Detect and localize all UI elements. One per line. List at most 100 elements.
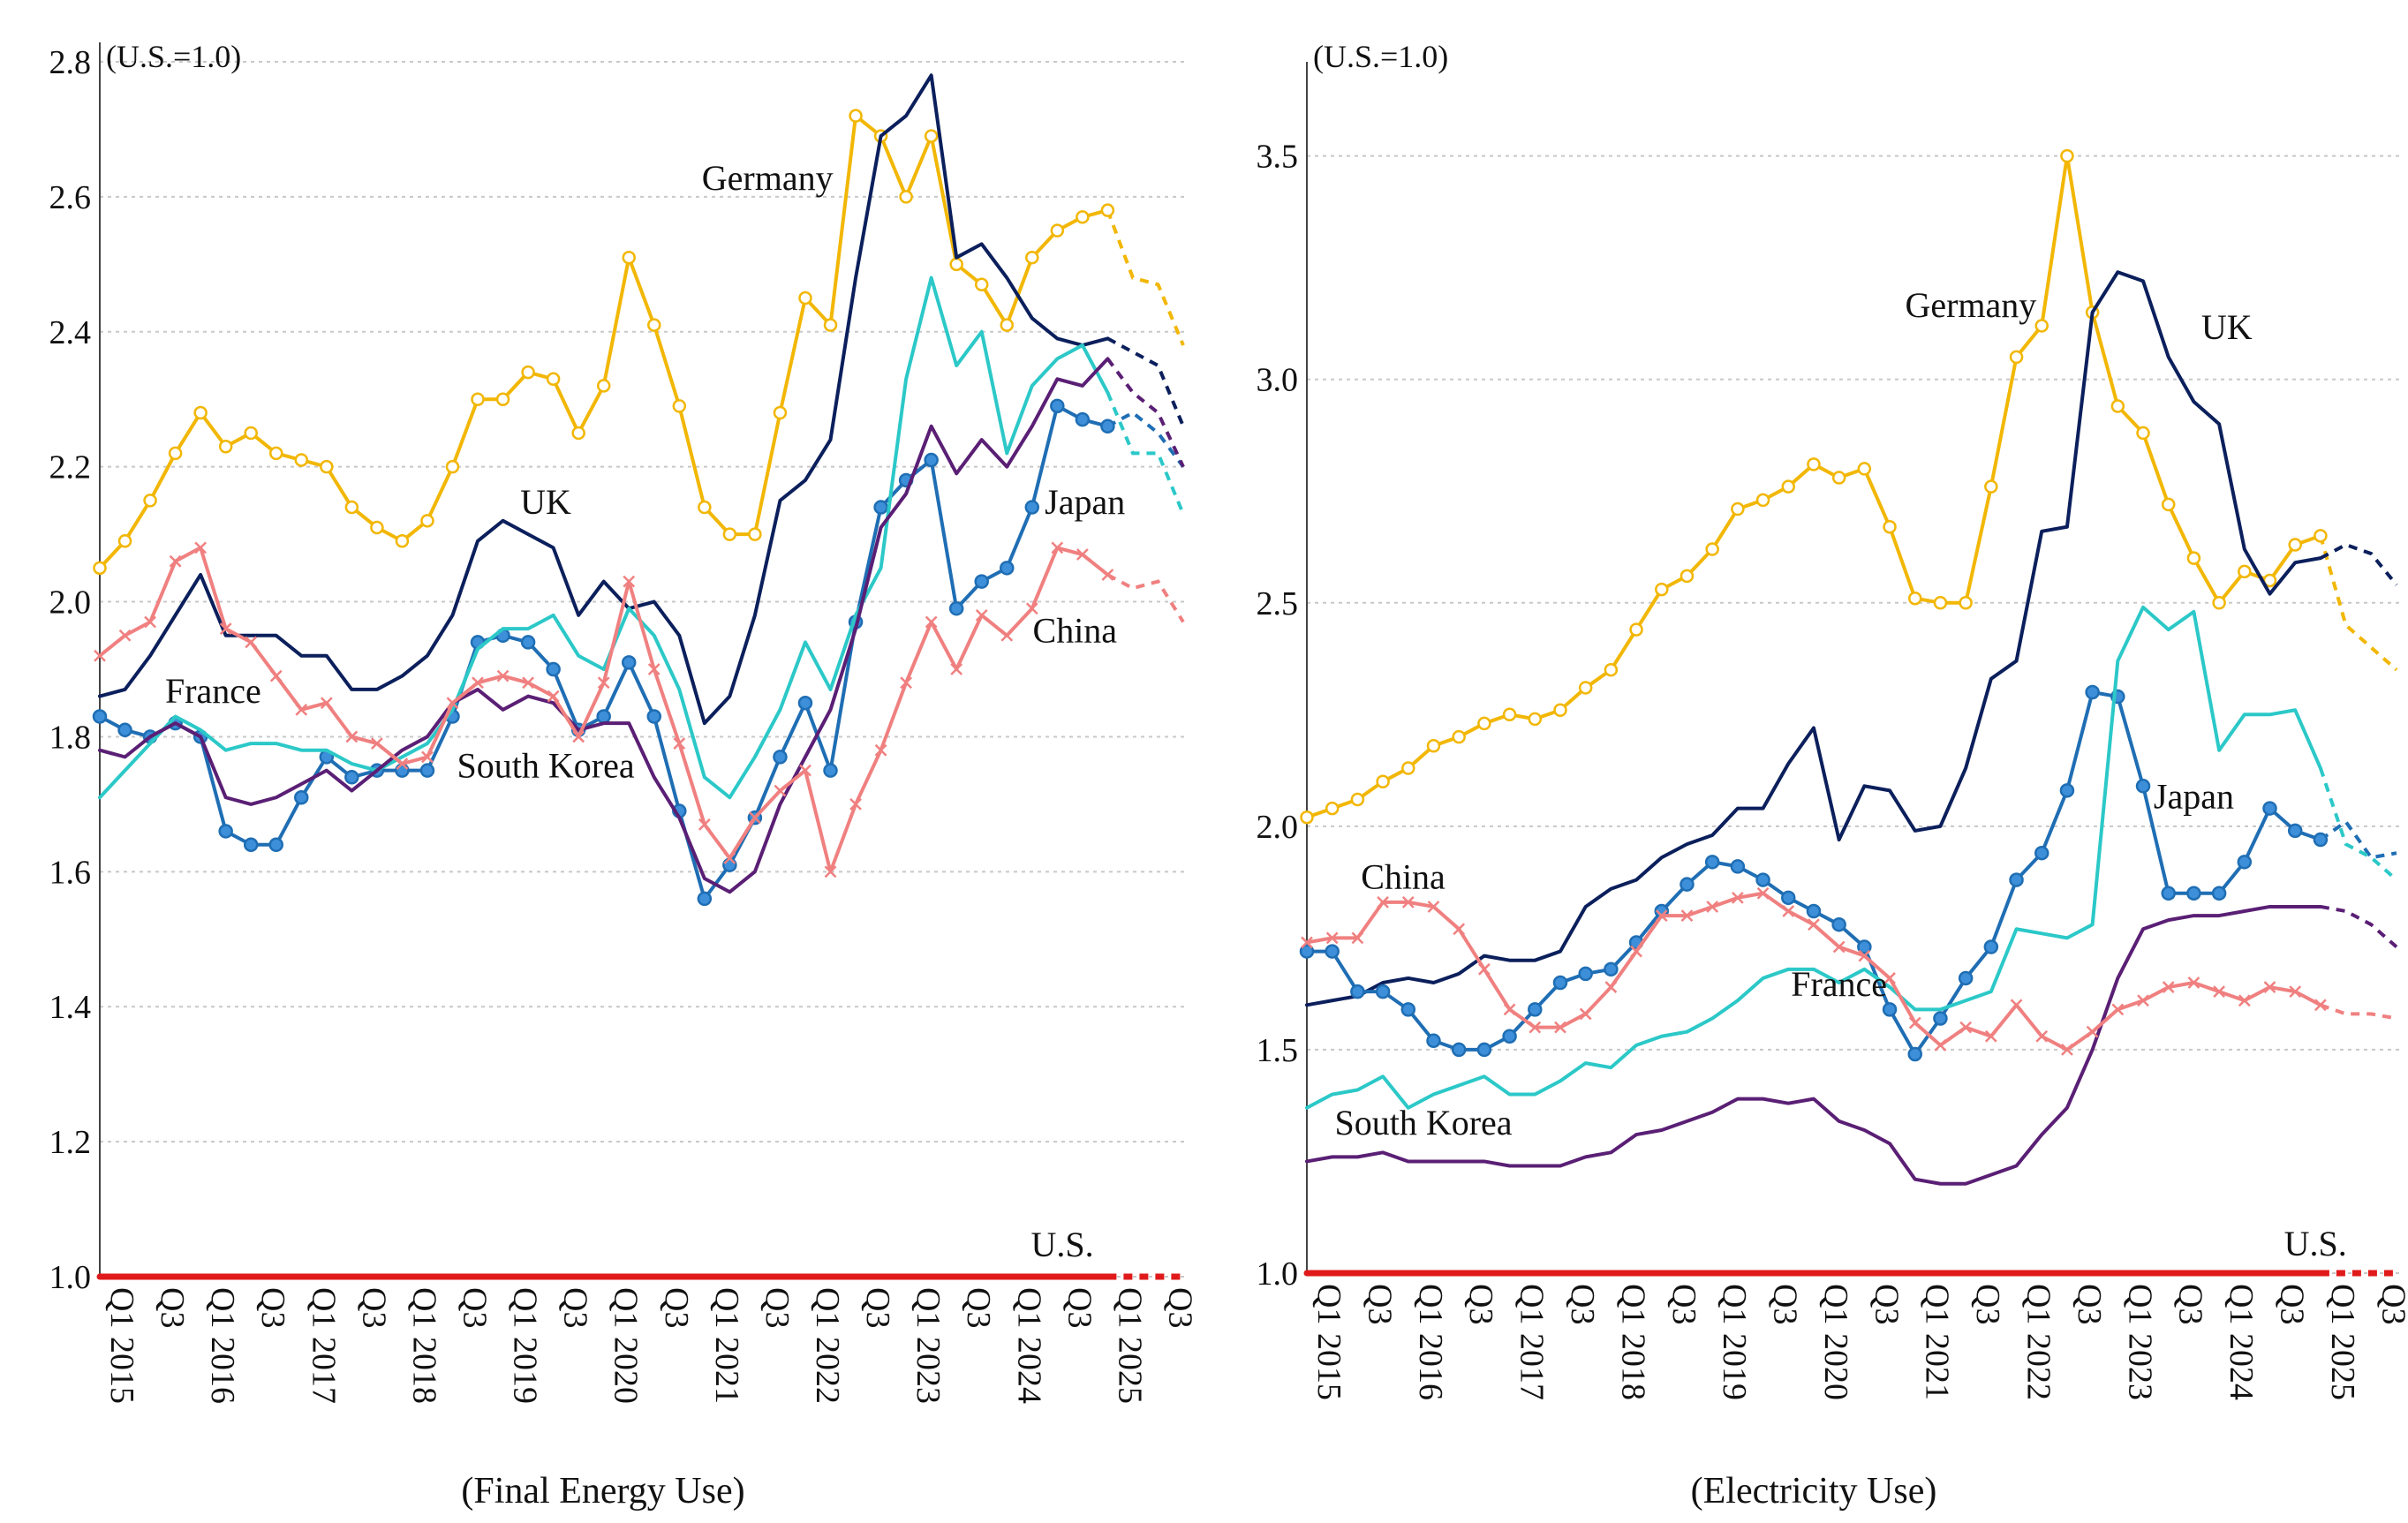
series-label-u-s: U.S. bbox=[1030, 1225, 1093, 1264]
data-point bbox=[1680, 569, 1695, 584]
data-point bbox=[1680, 909, 1694, 922]
x-tick-label: Q3 bbox=[1969, 1284, 2006, 1324]
data-point bbox=[596, 379, 611, 393]
data-point bbox=[117, 722, 132, 738]
data-point bbox=[445, 459, 460, 474]
data-point bbox=[622, 250, 636, 265]
x-tick-label: Q1 2016 bbox=[204, 1287, 241, 1404]
data-point bbox=[1756, 886, 1770, 900]
y-tick-label: 1.0 bbox=[49, 1259, 92, 1296]
data-point bbox=[1478, 962, 1491, 976]
x-tick-label: Q3 bbox=[1361, 1284, 1398, 1324]
data-point bbox=[1680, 877, 1695, 892]
data-point bbox=[1579, 1007, 1592, 1021]
data-point bbox=[1000, 318, 1015, 332]
chart-electricity-use: 1.0 1.5 2.0 2.5 3.0 3.5 (U.S.=1.0) Q1 2015 Q3 Q1 … bbox=[1257, 39, 2408, 1512]
data-point bbox=[1630, 945, 1642, 958]
data-point bbox=[2289, 985, 2302, 999]
y-tick-label: 2.0 bbox=[49, 584, 92, 622]
series-forecast-china bbox=[2320, 1003, 2397, 1021]
data-point bbox=[571, 426, 585, 441]
x-tick-label: Q1 2022 bbox=[809, 1287, 846, 1404]
data-point bbox=[974, 574, 989, 589]
data-point bbox=[495, 392, 510, 406]
data-point bbox=[1300, 810, 1314, 825]
y-tick-label: 1.2 bbox=[49, 1124, 92, 1161]
data-point bbox=[2061, 1044, 2073, 1056]
y-tick-label: 3.5 bbox=[1257, 139, 1299, 176]
data-point bbox=[2059, 783, 2075, 798]
data-point bbox=[774, 784, 787, 797]
data-point bbox=[572, 730, 585, 743]
data-point bbox=[1984, 1029, 1997, 1043]
series-china bbox=[1301, 886, 2397, 1056]
data-point bbox=[320, 459, 334, 474]
data-point bbox=[1730, 859, 1746, 874]
data-point bbox=[1000, 561, 1015, 576]
x-tick-label: Q1 2021 bbox=[708, 1287, 745, 1404]
data-point bbox=[1578, 966, 1593, 982]
data-point bbox=[1705, 542, 1719, 556]
series-uk bbox=[1305, 270, 2398, 1007]
data-point bbox=[1000, 629, 1014, 642]
data-point bbox=[268, 446, 283, 461]
data-point bbox=[2034, 845, 2049, 861]
series-label-japan: Japan bbox=[2154, 777, 2234, 817]
data-point bbox=[2186, 886, 2201, 901]
data-point bbox=[243, 837, 259, 853]
series-label-japan: Japan bbox=[1045, 482, 1125, 522]
data-point bbox=[1983, 939, 1999, 954]
series-label-china: China bbox=[1361, 857, 1446, 897]
data-point bbox=[1704, 855, 1720, 870]
series-south-korea bbox=[1305, 904, 2398, 1186]
data-point bbox=[1051, 541, 1064, 554]
data-point bbox=[2187, 976, 2200, 989]
x-tick-label: Q3 bbox=[1868, 1284, 1905, 1324]
data-point bbox=[1655, 909, 1668, 922]
series-line-japan bbox=[98, 403, 1110, 901]
data-point bbox=[471, 392, 485, 406]
data-point bbox=[94, 649, 106, 662]
data-point bbox=[2136, 426, 2150, 441]
data-point bbox=[2238, 994, 2251, 1007]
x-tick-label: Q1 2023 bbox=[910, 1287, 947, 1404]
data-point bbox=[1578, 681, 1593, 695]
data-point bbox=[1755, 872, 1770, 887]
data-point bbox=[1426, 1033, 1441, 1049]
data-point bbox=[2314, 999, 2327, 1012]
data-point bbox=[395, 763, 410, 778]
data-point bbox=[396, 758, 409, 770]
data-point bbox=[1502, 1029, 1517, 1044]
data-point bbox=[218, 439, 233, 454]
data-point bbox=[1908, 1016, 1921, 1029]
data-point bbox=[419, 763, 435, 778]
data-point bbox=[520, 635, 536, 650]
data-point bbox=[975, 608, 988, 622]
data-point bbox=[1477, 716, 1491, 731]
series-japan bbox=[1299, 684, 2397, 1062]
data-point bbox=[1050, 223, 1065, 237]
x-tick-label: Q3 bbox=[1665, 1284, 1702, 1324]
data-point bbox=[2162, 981, 2175, 993]
data-point bbox=[1426, 738, 1441, 753]
data-point bbox=[295, 703, 308, 716]
series-forecast-japan bbox=[2319, 818, 2397, 860]
data-point bbox=[1025, 602, 1038, 615]
y-tick-label: 2.4 bbox=[49, 314, 92, 351]
data-point bbox=[722, 527, 737, 541]
series-forecast-japan bbox=[1106, 411, 1185, 468]
x-tick-label: Q1 2018 bbox=[405, 1287, 442, 1404]
data-point bbox=[269, 669, 283, 682]
data-point bbox=[1528, 1002, 1543, 1017]
data-point bbox=[218, 824, 233, 839]
data-point bbox=[1553, 703, 1567, 717]
x-tick-label: Q1 2023 bbox=[2121, 1284, 2158, 1400]
x-tick-label: Q1 2022 bbox=[2020, 1284, 2057, 1400]
data-point bbox=[1025, 250, 1039, 265]
data-point bbox=[117, 534, 132, 548]
data-point bbox=[925, 615, 938, 629]
x-tick-label: Q3 bbox=[1462, 1284, 1499, 1324]
data-point bbox=[1782, 905, 1795, 917]
data-point bbox=[1706, 901, 1719, 913]
x-tick-label: Q3 bbox=[2071, 1284, 2108, 1324]
